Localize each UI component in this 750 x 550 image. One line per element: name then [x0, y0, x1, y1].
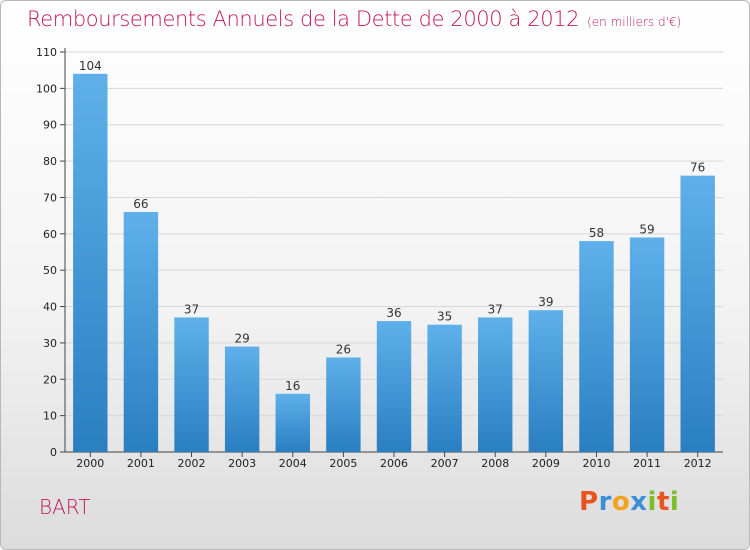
y-tick-label: 0 — [50, 446, 57, 459]
logo-letter: P — [579, 487, 599, 517]
x-tick-label: 2011 — [633, 457, 661, 470]
y-tick-label: 60 — [43, 228, 57, 241]
value-label: 37 — [488, 302, 503, 316]
x-tick-label: 2008 — [481, 457, 509, 470]
x-tick-label: 2004 — [279, 457, 307, 470]
chart-title: Remboursements Annuels de la Dette de 20… — [27, 7, 681, 31]
y-tick-label: 20 — [43, 373, 57, 386]
value-label: 104 — [79, 59, 102, 73]
y-tick-label: 90 — [43, 119, 57, 132]
bar-2007 — [427, 324, 462, 452]
bar-2001 — [123, 212, 159, 452]
x-tick-label: 2001 — [127, 457, 155, 470]
logo-letter: i — [647, 487, 657, 517]
logo-letter: t — [656, 487, 670, 517]
value-label: 36 — [386, 306, 401, 320]
x-tick-label: 2012 — [684, 457, 712, 470]
bar-2002 — [174, 317, 209, 452]
x-tick-label: 2002 — [178, 457, 206, 470]
x-tick-label: 2009 — [532, 457, 560, 470]
bar-2006 — [376, 321, 412, 452]
bar-2004 — [275, 393, 310, 452]
chart-title-text: Remboursements Annuels de la Dette de 20… — [27, 7, 580, 31]
x-tick-label: 2005 — [329, 457, 357, 470]
bar-2000 — [73, 73, 108, 453]
y-tick-label: 110 — [36, 46, 57, 59]
bars — [73, 73, 715, 453]
value-label: 26 — [336, 342, 351, 356]
commune-name: BART — [39, 495, 91, 519]
value-label: 29 — [235, 332, 250, 346]
value-label: 16 — [285, 379, 300, 393]
value-label: 37 — [184, 302, 199, 316]
labels: 104 66 37 29 16 26 36 35 37 39 58 59 76 — [79, 59, 705, 393]
y-tick-label: 30 — [43, 337, 57, 350]
value-label: 66 — [133, 197, 148, 211]
x-tick-label: 2006 — [380, 457, 408, 470]
x-tick-label: 2003 — [228, 457, 256, 470]
y-tick-label: 50 — [43, 264, 57, 277]
y-tick-label: 80 — [43, 155, 57, 168]
y-tick-label: 100 — [36, 82, 57, 95]
logo-letter: x — [630, 487, 648, 517]
bar-2012 — [680, 175, 715, 453]
chart-unit: (en milliers d'€) — [587, 15, 682, 29]
y-tick-label: 10 — [43, 410, 57, 423]
x-tick-label: 2007 — [431, 457, 459, 470]
y-tick-label: 40 — [43, 301, 57, 314]
bar-2009 — [528, 310, 564, 452]
logo-letter: r — [598, 487, 612, 517]
x-tick-label: 2000 — [76, 457, 104, 470]
bar-2005 — [326, 357, 361, 452]
proxiti-logo[interactable]: Proxiti — [579, 487, 679, 517]
value-label: 39 — [538, 295, 553, 309]
logo-letter: i — [669, 487, 680, 517]
value-label: 35 — [437, 310, 452, 324]
bar-2011 — [629, 237, 665, 452]
bar-2003 — [224, 346, 260, 452]
bar-2010 — [579, 241, 614, 452]
bar-2008 — [478, 317, 513, 452]
logo-letter: o — [611, 487, 631, 517]
value-label: 76 — [690, 161, 705, 175]
x-tick-label: 2010 — [582, 457, 610, 470]
value-label: 59 — [639, 222, 654, 236]
y-tick-label: 70 — [43, 191, 57, 204]
value-label: 58 — [589, 226, 604, 240]
